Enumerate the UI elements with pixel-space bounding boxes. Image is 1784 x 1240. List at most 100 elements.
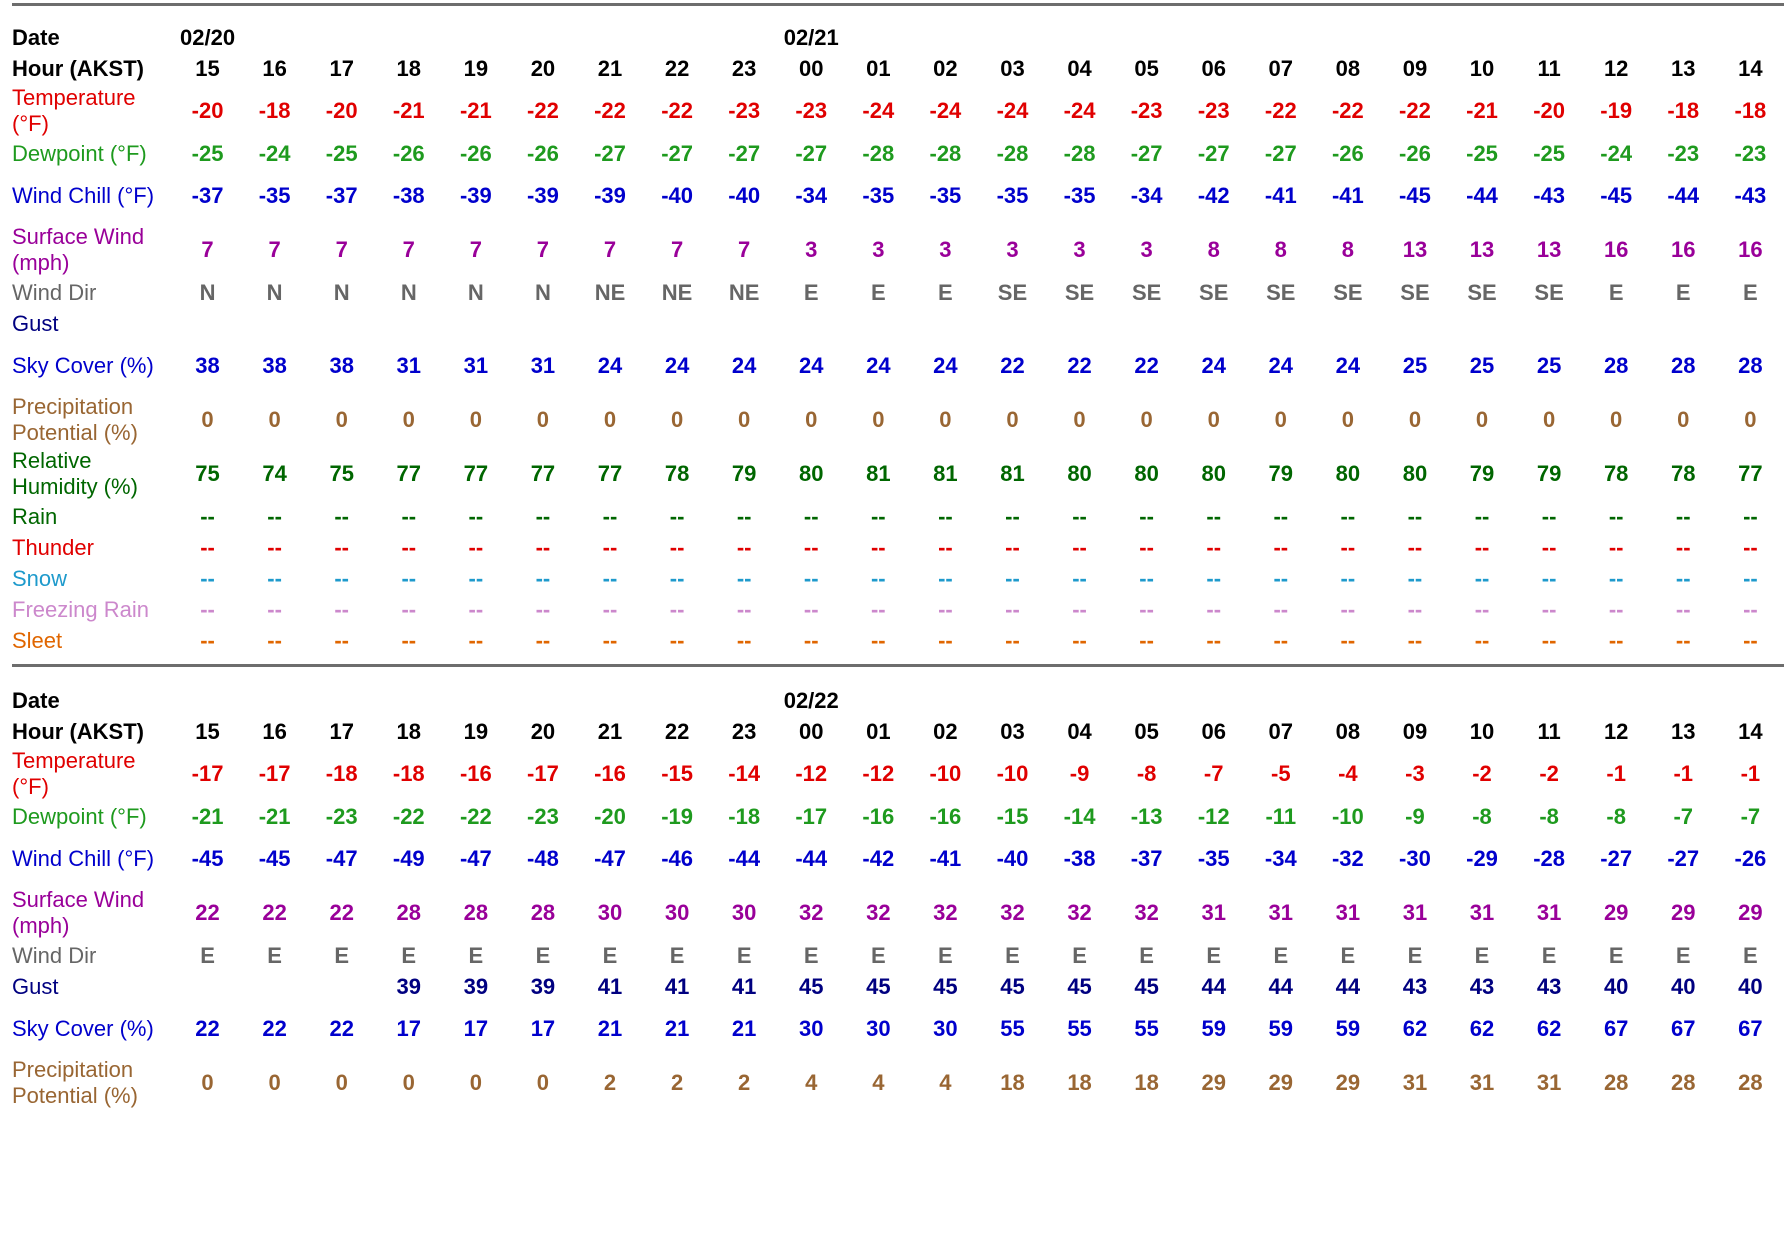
sky-cover-cell: 25: [1402, 353, 1428, 378]
surface-wind-cell: 3: [872, 237, 885, 262]
dewpoint-cell: -27: [795, 140, 828, 166]
wind-dir-cell: SE: [997, 279, 1028, 305]
wind-dir-cell: E: [1608, 942, 1624, 968]
precip-cell: 0: [469, 407, 482, 432]
wind-chill-cell: -32: [1331, 846, 1364, 871]
temperature-cell: -20: [191, 98, 224, 123]
sky-cover-cell: 24: [664, 353, 690, 378]
gust-cell: 43: [1402, 973, 1428, 999]
dewpoint-cell: -26: [527, 140, 559, 166]
date-cell: [1113, 685, 1180, 716]
wind-chill-cell: -47: [459, 846, 492, 871]
sky-cover-cell: 28: [1603, 353, 1629, 378]
sky-cover-cell: 59: [1268, 1016, 1294, 1041]
block-separator: [12, 664, 1784, 667]
precip-cell: 0: [268, 1070, 281, 1095]
dewpoint-cell: -20: [594, 803, 626, 829]
gust-cell: [1448, 308, 1515, 339]
temperature-label: Temperature (°F): [12, 85, 136, 136]
gust-cell: 39: [463, 973, 489, 999]
precip-cell: 0: [1744, 407, 1757, 432]
hour-cell: 06: [1201, 55, 1226, 81]
dewpoint-cell: -14: [1063, 803, 1096, 829]
sky-cover-cell: 17: [463, 1016, 489, 1041]
gust-label: Gust: [12, 973, 59, 999]
freezing-rain-cell: --: [1743, 596, 1758, 622]
freezing-rain-cell: --: [1675, 596, 1691, 622]
date-cell: [1516, 22, 1583, 53]
wind-chill-cell: -27: [1667, 846, 1700, 871]
date-cell: [308, 22, 375, 53]
dewpoint-label: Dewpoint (°F): [12, 140, 147, 166]
wind-chill-cell: -28: [1533, 846, 1565, 871]
thunder-row: Thunder -- -- -- -- -- -- -- -- -- -- -- -- -- -- -- -- -…: [12, 532, 1784, 563]
temperature-cell: -16: [594, 761, 626, 786]
surface-wind-cell: 30: [664, 900, 690, 925]
temperature-cell: -24: [1063, 98, 1096, 123]
precip-cell: 0: [1073, 407, 1086, 432]
sleet-cell: --: [736, 627, 752, 653]
precip-cell: 18: [1134, 1070, 1159, 1095]
temperature-cell: -23: [728, 98, 761, 123]
gust-cell: 45: [866, 973, 891, 999]
dewpoint-cell: -27: [594, 140, 626, 166]
hour-cell: 20: [530, 55, 556, 81]
thunder-cell: --: [1743, 534, 1758, 560]
wind-dir-cell: E: [803, 942, 819, 968]
humidity-cell: 80: [1402, 461, 1428, 486]
wind-chill-cell: -40: [728, 183, 761, 208]
gust-cell: [845, 308, 912, 339]
wind-dir-row: Wind Dir E E E E E E E E E E E E E E E E E E E E E E E E: [12, 940, 1784, 971]
gust-cell: [241, 971, 308, 1002]
date-cell: [1314, 22, 1381, 53]
wind-dir-cell: E: [334, 942, 350, 968]
wind-dir-cell: N: [534, 279, 551, 305]
temperature-row: Temperature (°F) -17 -17 -18 -18 -16 -17 -16 -15…: [12, 747, 1784, 801]
wind-dir-cell: E: [1743, 279, 1758, 305]
surface-wind-cell: 31: [1536, 900, 1562, 925]
dewpoint-cell: -21: [258, 803, 291, 829]
temperature-cell: -8: [1136, 761, 1157, 786]
date-cell: [1381, 685, 1448, 716]
precip-cell: 0: [402, 407, 415, 432]
snow-row: Snow -- -- -- -- -- -- -- -- -- -- -- -- -- -- -- -- -- --…: [12, 563, 1784, 594]
thunder-label: Thunder: [12, 534, 94, 560]
snow-cell: --: [803, 565, 819, 591]
surface-wind-cell: 7: [335, 237, 348, 262]
precip-cell: 0: [1542, 407, 1556, 432]
humidity-cell: 77: [597, 461, 623, 486]
wind-chill-cell: -35: [1063, 183, 1096, 208]
date-label: Date: [12, 687, 60, 713]
freezing-rain-cell: --: [803, 596, 819, 622]
sky-cover-cell: 25: [1469, 353, 1495, 378]
wind-dir-cell: E: [938, 942, 953, 968]
surface-wind-cell: 8: [1207, 237, 1220, 262]
snow-cell: --: [736, 565, 752, 591]
gust-cell: 44: [1335, 973, 1361, 999]
humidity-cell: 78: [1671, 461, 1696, 486]
hour-cell: 02: [933, 718, 958, 744]
dewpoint-cell: -27: [661, 140, 693, 166]
dewpoint-cell: -16: [862, 803, 895, 829]
gust-cell: 43: [1469, 973, 1495, 999]
sleet-cell: --: [1072, 627, 1087, 653]
date-cell: [1583, 22, 1650, 53]
precip-cell: 2: [603, 1070, 617, 1095]
wind-dir-cell: E: [870, 942, 886, 968]
wind-chill-row: Wind Chill (°F) -45 -45 -47 -49 -47 -48 -47 -46 -…: [12, 832, 1784, 886]
rain-cell: --: [468, 503, 484, 529]
hour-cell: 15: [195, 55, 220, 81]
surface-wind-cell: 22: [195, 900, 220, 925]
temperature-cell: -16: [459, 761, 492, 786]
wind-dir-cell: SE: [1064, 279, 1095, 305]
dewpoint-cell: -23: [1667, 140, 1700, 166]
rain-cell: --: [1206, 503, 1222, 529]
hour-cell: 09: [1402, 718, 1428, 744]
wind-dir-cell: SE: [1266, 279, 1296, 305]
wind-dir-cell: E: [1139, 942, 1154, 968]
hour-cell: 17: [329, 55, 354, 81]
temperature-row: Temperature (°F) -20 -18 -20 -21 -21 -22 -22 -22…: [12, 84, 1784, 138]
hour-cell: 07: [1268, 55, 1294, 81]
rain-label: Rain: [12, 503, 58, 529]
thunder-cell: --: [602, 534, 618, 560]
